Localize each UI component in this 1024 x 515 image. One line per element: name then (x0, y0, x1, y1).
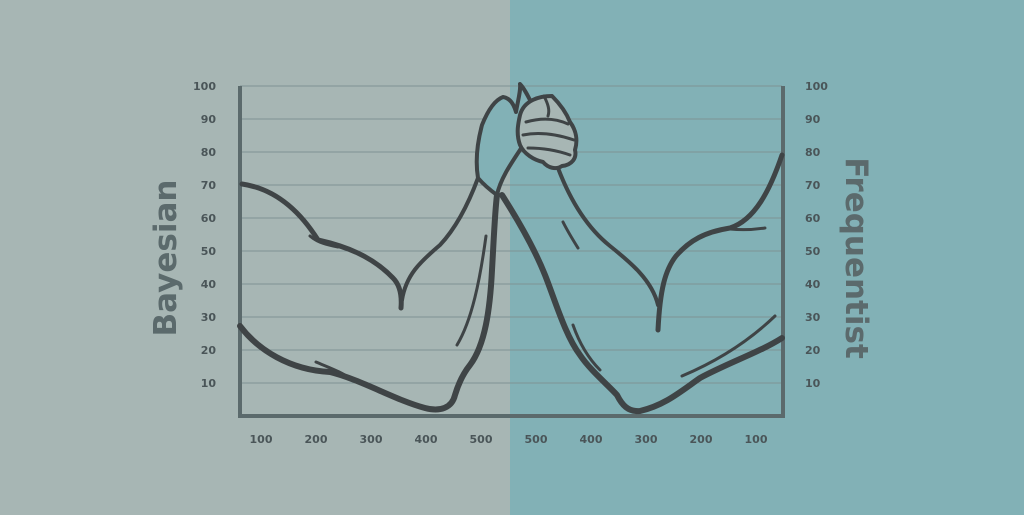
bayesian-label: Bayesian (148, 180, 184, 337)
left-y-tick: 20 (201, 344, 217, 357)
frequentist-arm (499, 152, 785, 415)
left-y-tick: 40 (201, 278, 217, 291)
thumb-line (542, 94, 551, 118)
right-y-tick: 40 (805, 278, 821, 291)
finger-line-1 (524, 117, 570, 126)
left-y-tick: 70 (201, 179, 217, 192)
bayesian-hand (474, 82, 535, 197)
x-tick-right: 100 (745, 433, 768, 446)
frequentist-forearm-top (556, 166, 660, 307)
bayesian-forearm-inner (455, 234, 488, 347)
left-y-tick: 90 (201, 113, 217, 126)
bayesian-arm (237, 176, 500, 413)
right-y-tick: 100 (805, 80, 828, 93)
left-y-tick-labels: 10 20 30 40 50 60 70 80 90 100 (193, 80, 216, 390)
right-y-tick: 20 (805, 344, 821, 357)
frequentist-fist (515, 94, 579, 171)
x-tick-right: 300 (635, 433, 658, 446)
left-y-tick: 30 (201, 311, 217, 324)
axes (238, 86, 785, 418)
left-y-tick: 50 (201, 245, 217, 258)
bayesian-forearm-top (400, 176, 480, 302)
x-tick-left: 200 (305, 433, 328, 446)
x-tick-left: 500 (470, 433, 493, 446)
left-y-tick: 100 (193, 80, 216, 93)
bayesian-bicep-crease (308, 234, 340, 249)
x-tick-right: 500 (525, 433, 548, 446)
frequentist-forearm-inner (561, 220, 580, 250)
frequentist-lower-arm-outline (499, 192, 785, 415)
x-tick-right: 200 (690, 433, 713, 446)
left-y-tick: 80 (201, 146, 217, 159)
clasped-hands (474, 82, 579, 197)
right-y-tick-labels: 10 20 30 40 50 60 70 80 90 100 (805, 80, 828, 390)
right-y-tick: 70 (805, 179, 821, 192)
right-y-tick: 10 (805, 377, 821, 390)
bayesian-lower-arm-outline (237, 192, 500, 413)
right-y-tick: 60 (805, 212, 821, 225)
right-y-tick: 30 (805, 311, 821, 324)
x-tick-left: 400 (415, 433, 438, 446)
left-y-tick: 60 (201, 212, 217, 225)
frequentist-upper-arm-outline (655, 152, 785, 333)
left-y-tick: 10 (201, 377, 217, 390)
x-tick-left: 300 (360, 433, 383, 446)
x-tick-right: 400 (580, 433, 603, 446)
frequentist-forearm-crease (571, 323, 602, 372)
frequentist-label: Frequentist (838, 157, 874, 359)
x-tick-left: 100 (250, 433, 273, 446)
bayesian-upper-arm-outline (239, 181, 404, 311)
right-y-tick: 50 (805, 245, 821, 258)
x-tick-labels: 100 200 300 400 500 500 400 300 200 100 (250, 433, 768, 446)
finger-line-2 (521, 132, 576, 142)
finger-line-3 (526, 146, 572, 157)
bayesian-elbow-crease (314, 360, 354, 382)
frequentist-bicep-crease (728, 226, 767, 232)
right-y-tick: 90 (805, 113, 821, 126)
right-y-tick: 80 (805, 146, 821, 159)
frequentist-elbow-crease (680, 314, 777, 378)
